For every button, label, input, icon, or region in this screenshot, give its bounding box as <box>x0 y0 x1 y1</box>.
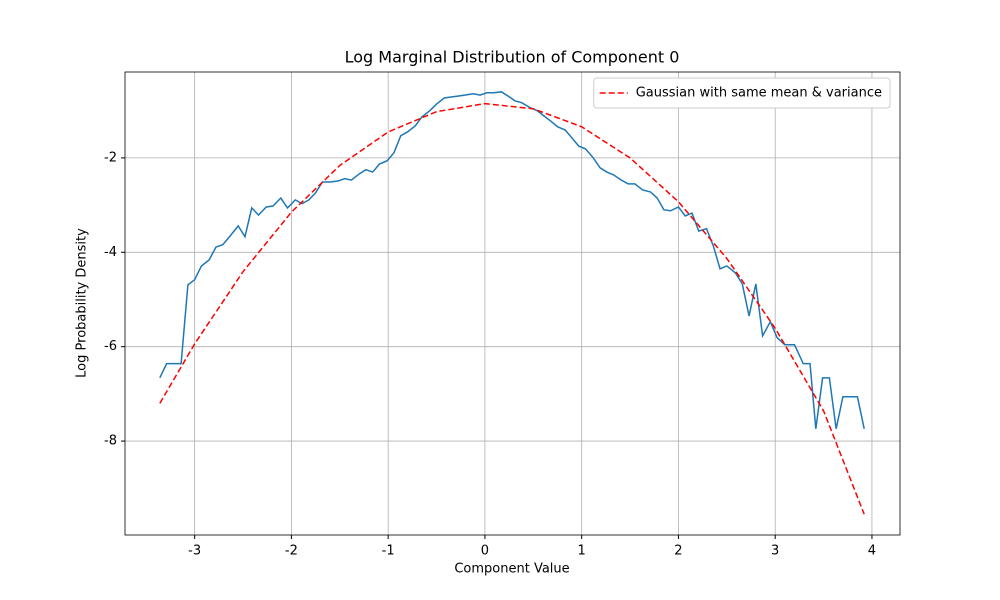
y-tick-label: -8 <box>104 434 117 449</box>
series-line <box>159 102 865 515</box>
y-tick-label: -2 <box>104 150 117 165</box>
series-line <box>159 91 865 429</box>
x-tick-label: 4 <box>868 544 876 559</box>
x-tick-label: -1 <box>382 544 395 559</box>
legend-label: Gaussian with same mean & variance <box>636 86 882 101</box>
legend: Gaussian with same mean & variance <box>593 77 891 109</box>
x-tick-label: 3 <box>771 544 779 559</box>
x-axis-label: Component Value <box>454 562 569 577</box>
y-tick-label: -4 <box>104 245 117 260</box>
chart-title: Log Marginal Distribution of Component 0 <box>345 48 680 67</box>
legend-box <box>593 77 891 109</box>
y-tick-label: -6 <box>104 339 117 354</box>
x-tick-label: -2 <box>285 544 298 559</box>
x-tick-label: -3 <box>188 544 201 559</box>
plot-frame <box>124 71 901 536</box>
y-axis-label: Log Probability Density <box>75 228 90 378</box>
x-tick-label: 2 <box>674 544 682 559</box>
x-tick-label: 0 <box>481 544 489 559</box>
x-tick-label: 1 <box>578 544 586 559</box>
